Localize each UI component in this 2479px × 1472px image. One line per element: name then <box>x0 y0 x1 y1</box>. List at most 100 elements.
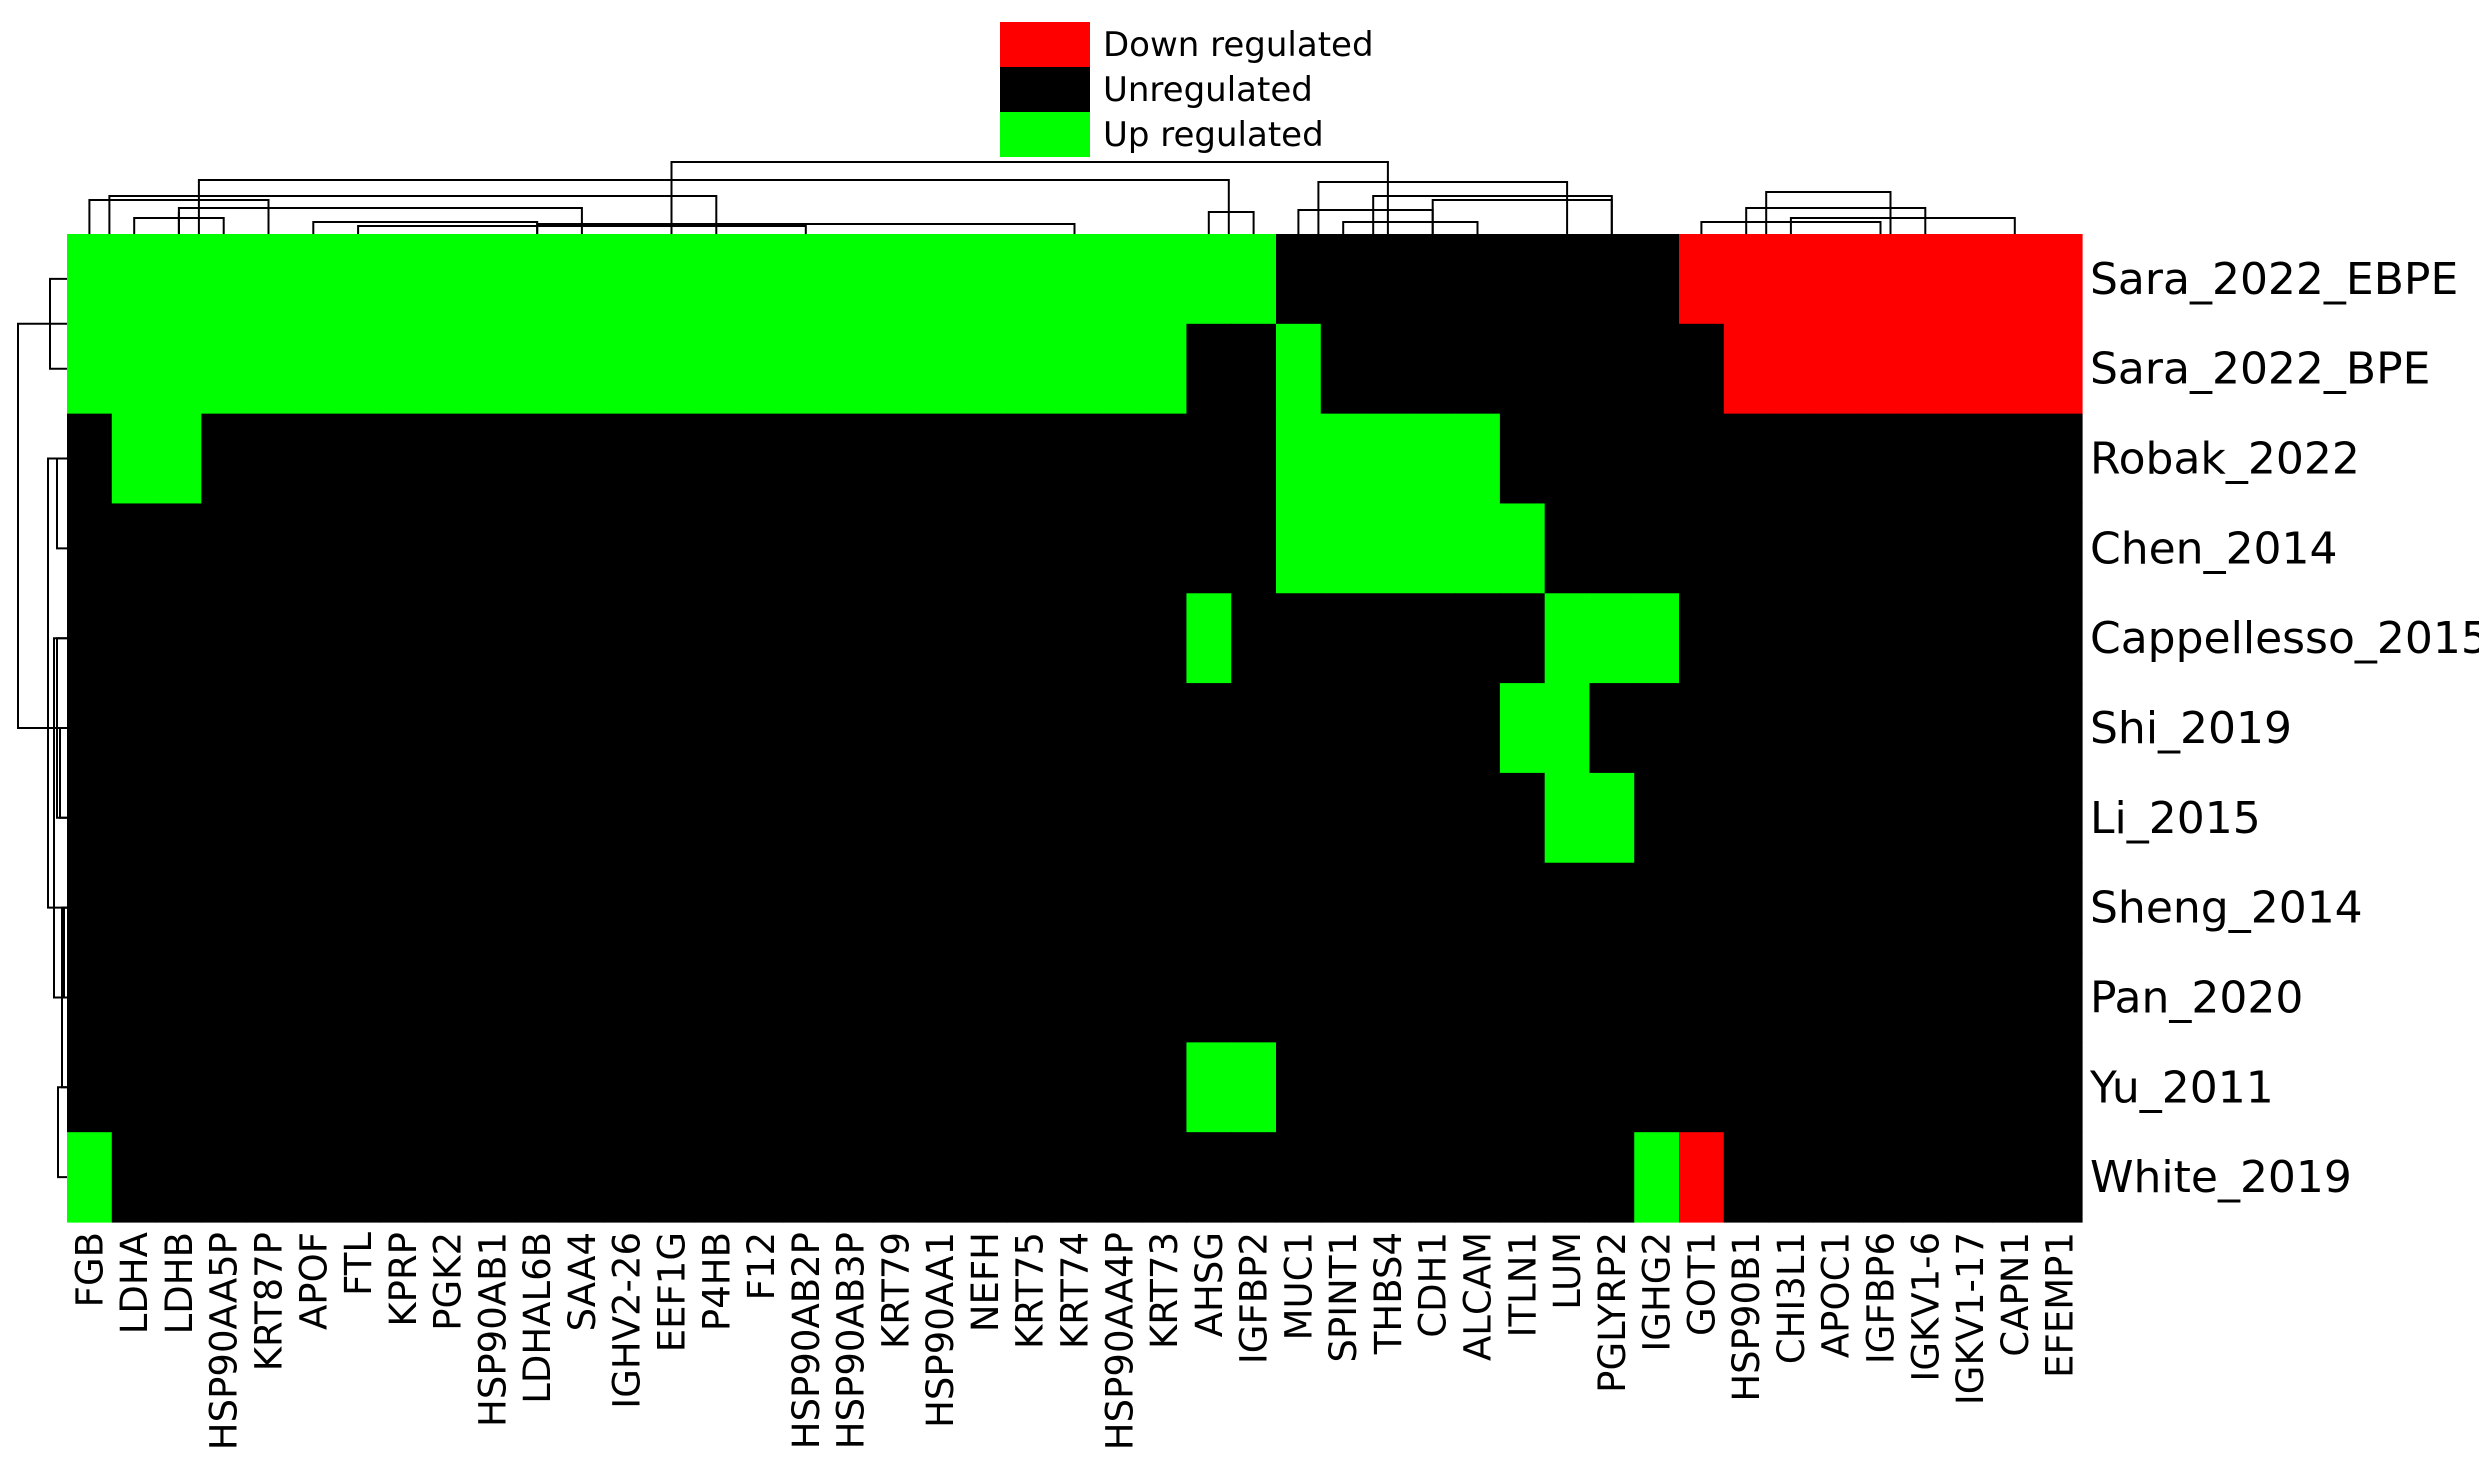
heatmap-cell <box>1276 503 1322 594</box>
heatmap-cell <box>111 503 158 594</box>
dendrogram-branch <box>177 207 583 234</box>
heatmap-cell <box>1858 683 1904 774</box>
column-label: EEF1G <box>651 1232 694 1352</box>
dendrogram-branch <box>1317 181 1569 234</box>
heatmap-cell <box>693 862 740 954</box>
row-label: Cappellesso_2015 <box>2090 613 2479 664</box>
legend-swatch <box>1000 67 1090 112</box>
heatmap-cell <box>1455 1042 1501 1133</box>
heatmap-cell <box>1007 503 1053 594</box>
heatmap-cell <box>156 593 202 684</box>
heatmap-cell <box>1141 1132 1188 1223</box>
row-label: White_2019 <box>2090 1152 2352 1203</box>
heatmap-cell <box>201 503 247 594</box>
heatmap-cell <box>1947 1132 1994 1223</box>
heatmap-cell <box>738 413 785 505</box>
heatmap-cell <box>1141 1042 1188 1133</box>
heatmap-cell <box>1410 952 1456 1043</box>
heatmap-cell <box>783 1042 829 1133</box>
heatmap-cell <box>67 862 113 954</box>
heatmap-cell <box>738 503 785 594</box>
heatmap-cell <box>1992 772 2038 864</box>
column-label: MUC1 <box>1277 1232 1320 1340</box>
heatmap-cell <box>559 862 605 954</box>
heatmap-cell <box>1589 1042 1635 1133</box>
heatmap-cell <box>1186 772 1232 864</box>
heatmap-cell <box>1455 323 1501 415</box>
heatmap-cell <box>962 862 1008 954</box>
heatmap-cell <box>425 1132 471 1223</box>
dendrogram-branch <box>53 637 67 999</box>
heatmap-cell <box>917 1042 964 1133</box>
heatmap-cell <box>1813 683 1859 774</box>
heatmap-cell <box>1499 683 1546 774</box>
heatmap-cell <box>1186 1042 1232 1133</box>
heatmap-cell <box>873 593 919 684</box>
heatmap-cell <box>290 952 337 1043</box>
heatmap-cell <box>1320 1132 1367 1223</box>
column-label: PGLYRP2 <box>1591 1232 1634 1393</box>
heatmap-cell <box>1544 683 1591 774</box>
heatmap-cell <box>738 683 785 774</box>
column-label: HSP90B1 <box>1725 1232 1768 1402</box>
heatmap-cell <box>649 772 695 864</box>
heatmap-cell <box>246 234 292 325</box>
heatmap-cell <box>1902 593 1949 684</box>
heatmap-cell <box>1544 323 1591 415</box>
heatmap-cell <box>290 772 337 864</box>
heatmap-cell <box>693 593 740 684</box>
heatmap-cell <box>1589 234 1635 325</box>
column-label: LDHB <box>158 1232 201 1334</box>
heatmap-cell <box>1813 503 1859 594</box>
heatmap-cell <box>1231 683 1277 774</box>
heatmap-cell <box>1589 503 1635 594</box>
row-label: Li_2015 <box>2090 793 2261 844</box>
heatmap-cell <box>425 1042 471 1133</box>
heatmap-cell <box>873 862 919 954</box>
heatmap-cell <box>514 1042 561 1133</box>
heatmap-cell <box>1455 862 1501 954</box>
heatmap-cell <box>1276 234 1322 325</box>
heatmap-cell <box>1231 413 1277 505</box>
column-label: EFEMP1 <box>2039 1232 2082 1378</box>
heatmap-cell <box>156 683 202 774</box>
column-label: HSP90AA4P <box>1098 1232 1141 1450</box>
heatmap-cell <box>738 1042 785 1133</box>
heatmap-cell <box>917 952 964 1043</box>
heatmap-cell <box>1768 1042 1814 1133</box>
column-label: KRT79 <box>874 1232 917 1349</box>
heatmap-cell <box>1141 772 1188 864</box>
heatmap-cell <box>1634 862 1680 954</box>
heatmap-cell <box>1141 503 1188 594</box>
heatmap-cell <box>1096 1042 1143 1133</box>
column-label: KRT87P <box>248 1232 291 1371</box>
row-label: Chen_2014 <box>2090 523 2338 574</box>
heatmap-cell <box>335 413 382 505</box>
heatmap-cell <box>1723 413 1770 505</box>
heatmap-cell <box>1365 1042 1411 1133</box>
heatmap-cell <box>1141 683 1188 774</box>
heatmap-cell <box>1634 1042 1680 1133</box>
heatmap-cell <box>962 234 1008 325</box>
heatmap-cell <box>1947 1042 1994 1133</box>
heatmap-cell <box>2037 772 2083 864</box>
heatmap-cell <box>693 952 740 1043</box>
heatmap-cell <box>201 862 247 954</box>
heatmap-cell <box>290 234 337 325</box>
heatmap-cell <box>1813 323 1859 415</box>
heatmap-cell <box>2037 952 2083 1043</box>
heatmap-cell <box>335 503 382 594</box>
column-label: IGHV2-26 <box>606 1232 649 1409</box>
legend-label: Up regulated <box>1103 115 1324 155</box>
column-label: HSP90AB3P <box>830 1232 873 1449</box>
heatmap-cell <box>828 503 874 594</box>
heatmap-cell <box>1410 1042 1456 1133</box>
heatmap-cell <box>604 1132 650 1223</box>
heatmap-cell <box>1589 683 1635 774</box>
heatmap-cell <box>1679 593 1725 684</box>
heatmap-cell <box>1320 683 1367 774</box>
heatmap-cell <box>1544 503 1591 594</box>
column-label: HSP90AA5P <box>203 1232 246 1450</box>
column-label: AHSG <box>1188 1232 1231 1337</box>
heatmap-cell <box>1365 772 1411 864</box>
